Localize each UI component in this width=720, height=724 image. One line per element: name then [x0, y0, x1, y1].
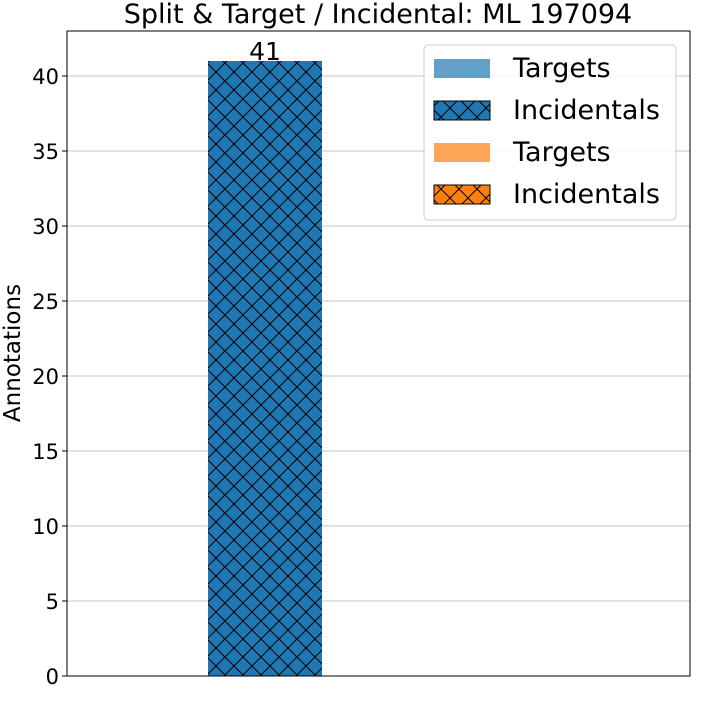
legend-label: Targets [512, 53, 611, 84]
legend: Targets Incidentals Targets Incidentals [423, 44, 677, 221]
legend-swatch [434, 59, 490, 78]
legend-box [423, 44, 677, 221]
y-tick-label: 30 [32, 215, 59, 239]
legend-label: Targets [512, 137, 611, 168]
data-labels: 41 [249, 37, 281, 66]
legend-swatch [434, 143, 490, 162]
legend-swatch-hatch [433, 184, 491, 205]
y-tick-label: 20 [32, 365, 59, 389]
legend-swatch-hatch [433, 100, 491, 121]
y-tick-label: 10 [32, 515, 59, 539]
y-axis-ticks: 0 5 10 15 20 25 30 35 40 [32, 65, 67, 689]
grid-lines [67, 75, 690, 677]
bar-hatch [208, 61, 322, 676]
plot-area-frame [66, 30, 691, 677]
chart-title: Split & Target / Incidental: ML 197094 [124, 0, 632, 30]
bars [208, 61, 322, 676]
y-tick-label: 25 [32, 290, 59, 314]
y-tick-label: 35 [32, 140, 59, 164]
y-tick-label: 0 [46, 665, 59, 689]
y-axis-label: Annotations [0, 284, 26, 422]
legend-label: Incidentals [513, 179, 660, 210]
data-label: 41 [249, 37, 281, 66]
y-tick-label: 5 [46, 590, 59, 614]
y-tick-label: 40 [32, 65, 59, 89]
legend-label: Incidentals [513, 95, 660, 126]
y-tick-label: 15 [32, 440, 59, 464]
